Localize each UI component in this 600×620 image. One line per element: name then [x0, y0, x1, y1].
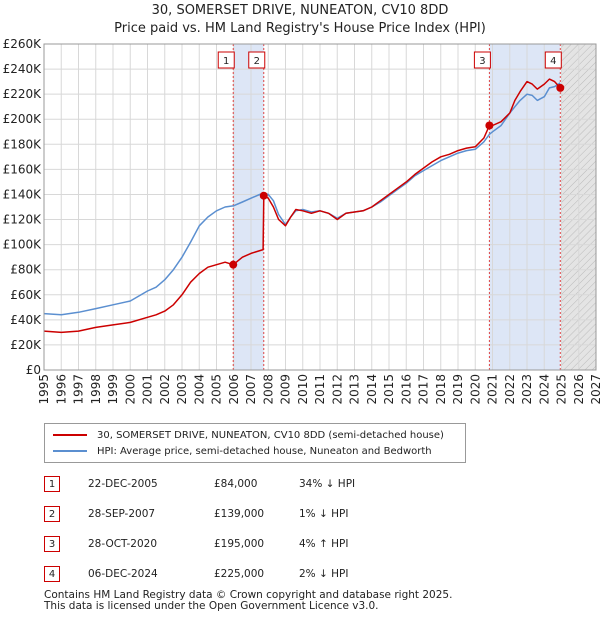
- y-tick-label: £160K: [3, 162, 43, 176]
- sale-marker-box: [544, 51, 562, 69]
- y-tick-label: £80K: [10, 263, 42, 277]
- y-tick-label: £220K: [3, 87, 43, 101]
- x-tick-label: 1996: [54, 374, 68, 405]
- x-tick-label: 2018: [434, 374, 448, 405]
- y-tick-label: £0: [26, 363, 41, 377]
- footer-licence: This data is licensed under the Open Gov…: [44, 600, 379, 612]
- plot-frame: [43, 43, 597, 371]
- property-series-line: [43, 78, 561, 334]
- y-tick-label: £240K: [3, 62, 43, 76]
- x-tick-label: 2005: [210, 374, 224, 405]
- y-tick-label: £60K: [10, 288, 42, 302]
- x-tick-label: 2004: [192, 374, 206, 405]
- sale-period-shade: [233, 44, 264, 370]
- transaction-hpi-diff: 1% ↓ HPI: [299, 508, 349, 520]
- x-tick-label: 2003: [175, 374, 189, 405]
- y-tick-label: £180K: [3, 137, 43, 151]
- sale-marker-label: 3: [479, 56, 485, 67]
- x-tick-label: 2001: [141, 374, 155, 405]
- sale-period-shade: [489, 44, 561, 370]
- sale-marker-box: [248, 51, 266, 69]
- x-tick-label: 2011: [313, 374, 327, 405]
- y-tick-label: £140K: [3, 187, 43, 201]
- y-tick-label: £40K: [10, 313, 42, 327]
- x-tick-label: 2015: [382, 374, 396, 405]
- x-tick-label: 2025: [555, 374, 569, 405]
- y-tick-label: £260K: [3, 37, 43, 51]
- x-tick-label: 2022: [503, 374, 517, 405]
- y-tick-label: £200K: [3, 112, 43, 126]
- x-tick-label: 2002: [158, 374, 172, 405]
- x-tick-label: 2009: [279, 374, 293, 405]
- legend-item-property: 30, SOMERSET DRIVE, NUNEATON, CV10 8DD (…: [53, 427, 444, 443]
- price-chart: £0 £20K £40K £60K £80K £100K £120K £140K £160K £1…: [3, 37, 600, 405]
- x-tick-label: 2019: [451, 374, 465, 405]
- legend-label-property: 30, SOMERSET DRIVE, NUNEATON, CV10 8DD (…: [97, 429, 444, 441]
- transaction-number-badge: 1: [44, 476, 60, 492]
- x-tick-label: 2000: [123, 374, 137, 405]
- y-tick-label: £100K: [3, 238, 43, 252]
- x-tick-label: 2008: [261, 374, 275, 405]
- footer: Contains HM Land Registry data © Crown c…: [44, 590, 452, 612]
- sale-point: [229, 260, 238, 269]
- sale-point: [259, 191, 268, 200]
- sale-marker-label: 4: [550, 56, 556, 67]
- transaction-price: £139,000: [214, 508, 265, 520]
- transaction-price: £225,000: [214, 568, 265, 580]
- sale-marker-label: 1: [223, 56, 229, 67]
- legend-swatch-property: [53, 434, 87, 436]
- transaction-price: £195,000: [214, 538, 265, 550]
- sale-point: [556, 83, 565, 92]
- x-tick-label: 1997: [72, 374, 86, 405]
- x-tick-label: 2023: [520, 374, 534, 405]
- transaction-date: 28-SEP-2007: [88, 508, 156, 520]
- x-tick-label: 2014: [365, 374, 379, 405]
- x-tick-label: 2010: [296, 374, 310, 405]
- transaction-row: 2 28-SEP-2007 £139,000 1% ↓ HPI: [44, 506, 444, 524]
- sale-point: [485, 121, 494, 130]
- legend-label-hpi: HPI: Average price, semi-detached house,…: [97, 445, 432, 457]
- transaction-hpi-diff: 34% ↓ HPI: [299, 478, 356, 490]
- x-tick-label: 2026: [572, 374, 586, 405]
- transaction-row: 1 22-DEC-2005 £84,000 34% ↓ HPI: [44, 476, 444, 494]
- x-tick-label: 2021: [486, 374, 500, 405]
- sale-marker-label: 2: [254, 56, 260, 67]
- transaction-row: 4 06-DEC-2024 £225,000 2% ↓ HPI: [44, 566, 444, 584]
- sale-marker-box: [217, 51, 235, 69]
- transaction-date: 22-DEC-2005: [88, 478, 158, 490]
- transaction-number-badge: 3: [44, 536, 60, 552]
- transaction-row: 3 28-OCT-2020 £195,000 4% ↑ HPI: [44, 536, 444, 554]
- x-tick-label: 2013: [348, 374, 362, 405]
- transaction-date: 28-OCT-2020: [88, 538, 157, 550]
- title-line-2: Price paid vs. HM Land Registry's House …: [114, 21, 486, 36]
- x-tick-label: 2007: [244, 374, 258, 405]
- transaction-number-badge: 2: [44, 506, 60, 522]
- transaction-number-badge: 4: [44, 566, 60, 582]
- legend-item-hpi: HPI: Average price, semi-detached house,…: [53, 443, 432, 459]
- x-tick-label: 1995: [37, 374, 51, 405]
- y-tick-label: £20K: [10, 338, 42, 352]
- transaction-hpi-diff: 2% ↓ HPI: [299, 568, 349, 580]
- chart-title: 30, SOMERSET DRIVE, NUNEATON, CV10 8DD P…: [0, 2, 600, 38]
- footer-copyright: Contains HM Land Registry data © Crown c…: [44, 589, 453, 601]
- legend: 30, SOMERSET DRIVE, NUNEATON, CV10 8DD (…: [44, 423, 466, 463]
- x-tick-label: 1999: [106, 374, 120, 405]
- title-line-1: 30, SOMERSET DRIVE, NUNEATON, CV10 8DD: [151, 3, 449, 18]
- x-tick-label: 2020: [468, 374, 482, 405]
- sale-marker-box: [473, 51, 491, 69]
- x-tick-label: 2012: [330, 374, 344, 405]
- y-tick-label: £120K: [3, 213, 43, 227]
- x-tick-label: 2024: [537, 374, 551, 405]
- transaction-hpi-diff: 4% ↑ HPI: [299, 538, 349, 550]
- x-tick-label: 2016: [399, 374, 413, 405]
- x-tick-label: 2017: [417, 374, 431, 405]
- transaction-price: £84,000: [214, 478, 258, 490]
- x-tick-label: 1998: [89, 374, 103, 405]
- x-tick-label: 2027: [589, 374, 600, 405]
- x-tick-label: 2006: [227, 374, 241, 405]
- transaction-date: 06-DEC-2024: [88, 568, 158, 580]
- legend-swatch-hpi: [53, 450, 87, 452]
